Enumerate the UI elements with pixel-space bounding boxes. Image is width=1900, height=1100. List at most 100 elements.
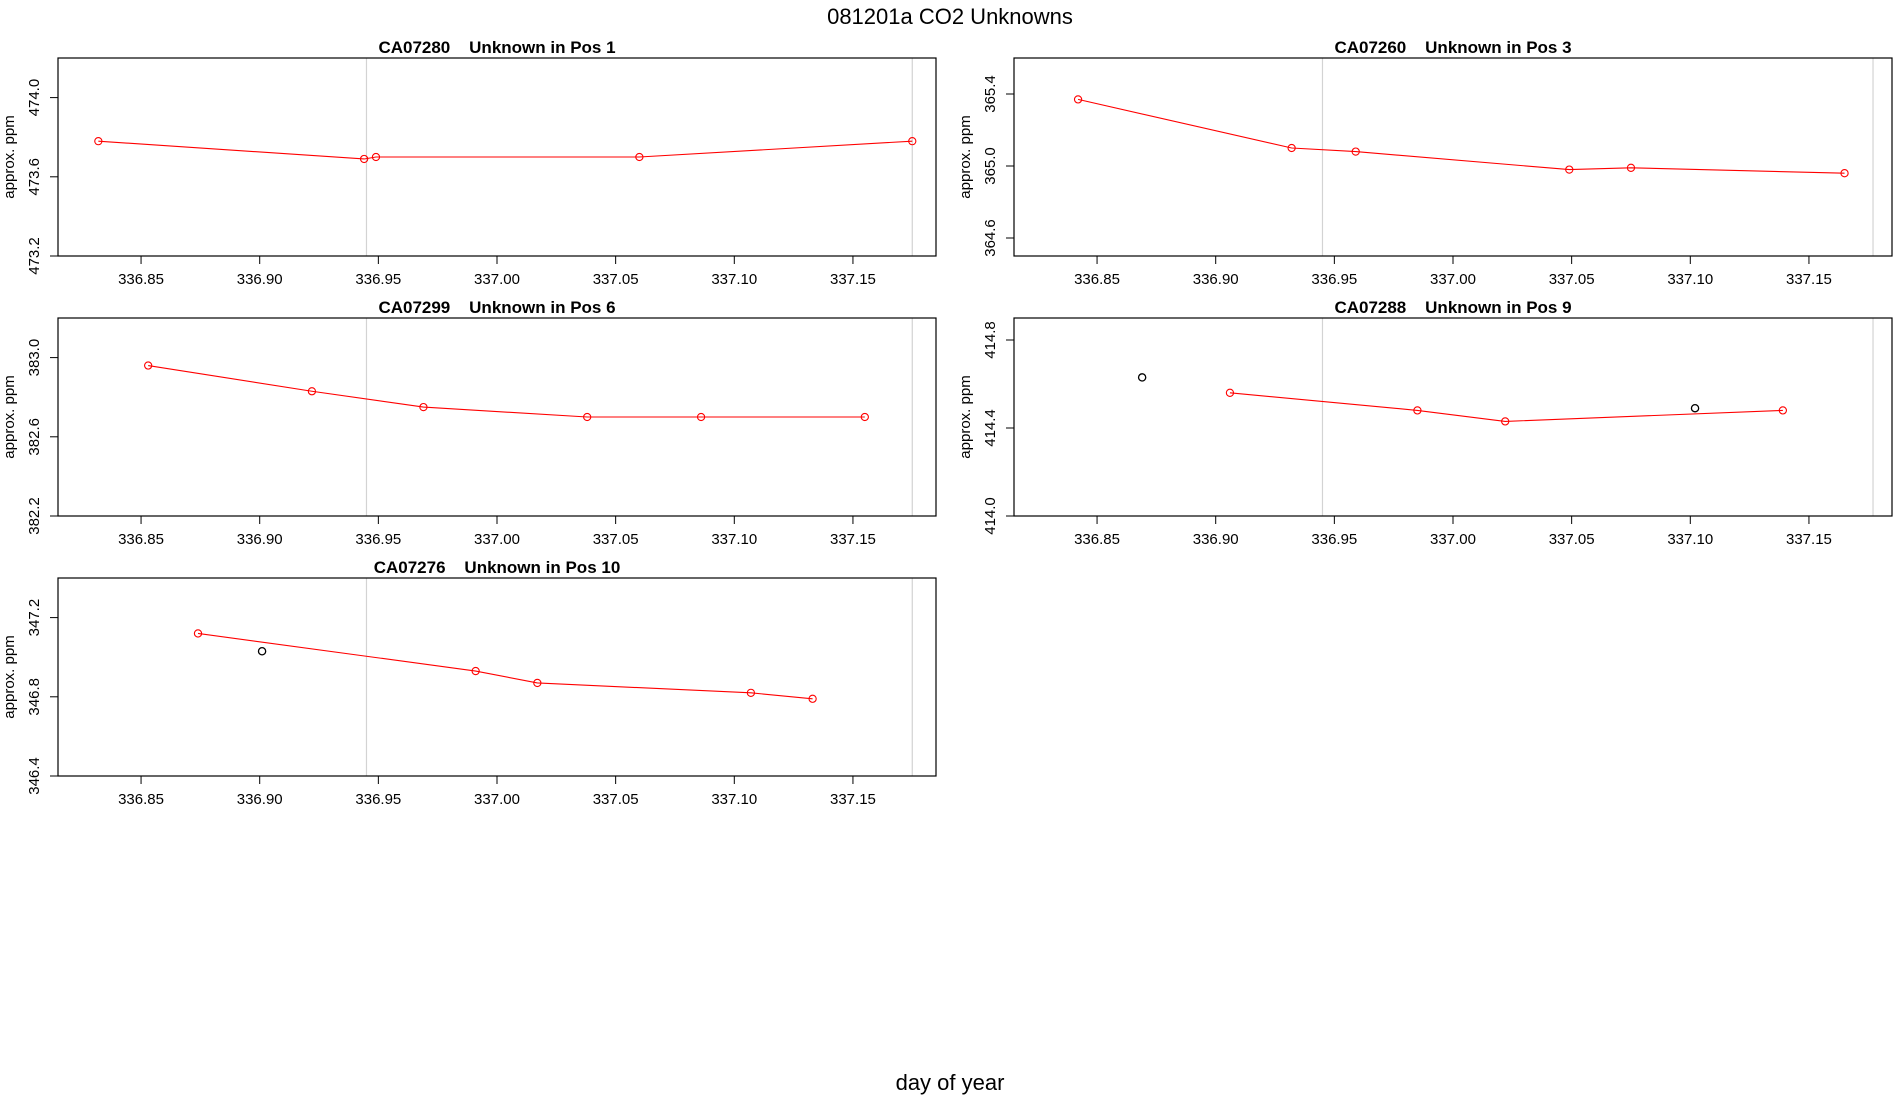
x-tick-label: 336.85: [1074, 271, 1120, 288]
page-title: 081201a CO2 Unknowns: [827, 4, 1073, 29]
series-line: [197, 632, 813, 700]
x-tick-label: 336.90: [237, 791, 283, 808]
chart-title: CA07276 Unknown in Pos 10: [374, 558, 621, 577]
data-point: [1073, 95, 1083, 104]
chart-panel-2: CA07260 Unknown in Pos 3 approx. ppm 336.8…: [957, 38, 1893, 288]
x-tick-label: 337.15: [1786, 271, 1832, 288]
y-axis-label: approx. ppm: [1, 375, 18, 458]
chart-title: CA07288 Unknown in Pos 9: [1334, 298, 1571, 317]
x-tick-label: 336.95: [355, 271, 401, 288]
data-point: [533, 678, 542, 688]
chart-panel-5: CA07276 Unknown in Pos 10 approx. ppm 336.…: [1, 558, 937, 808]
x-tick-label: 337.10: [711, 271, 757, 288]
x-axis-label: day of year: [895, 1070, 1005, 1095]
data-point: [696, 412, 706, 422]
x-tick-label: 336.90: [237, 531, 283, 548]
y-axis-label: approx. ppm: [1, 115, 18, 198]
x-tick-label: 336.85: [118, 791, 164, 808]
x-tick-label: 337.15: [1786, 531, 1832, 548]
data-point: [1287, 143, 1296, 153]
y-tick-label: 473.2: [26, 237, 43, 275]
x-tick-label: 336.85: [118, 531, 164, 548]
chart-panel-1: CA07280 Unknown in Pos 1 approx. ppm 336.8…: [1, 38, 937, 288]
series-line: [148, 364, 865, 418]
data-point: [808, 694, 817, 703]
data-point: [307, 387, 317, 396]
data-point: [371, 152, 381, 162]
y-axis-label: approx. ppm: [1, 635, 18, 718]
data-point: [94, 137, 103, 146]
series-line: [98, 140, 913, 160]
x-tick-label: 337.15: [830, 271, 876, 288]
x-tick-label: 337.00: [474, 531, 520, 548]
x-tick-label: 336.95: [355, 531, 401, 548]
y-axis-label: approx. ppm: [957, 115, 974, 198]
x-tick-label: 337.10: [1667, 531, 1713, 548]
x-tick-label: 337.00: [474, 271, 520, 288]
x-tick-label: 336.90: [1193, 271, 1239, 288]
data-point: [1413, 406, 1422, 415]
data-point: [359, 154, 369, 164]
data-point: [1626, 163, 1636, 172]
y-tick-label: 414.0: [982, 497, 999, 535]
data-point: [471, 666, 480, 676]
y-tick-label: 414.8: [982, 321, 999, 359]
series-line: [1077, 98, 1845, 174]
chart-panel-3: CA07299 Unknown in Pos 6 approx. ppm 336.8…: [1, 298, 937, 548]
data-point: [1840, 169, 1849, 178]
y-tick-label: 346.4: [26, 757, 43, 795]
chart-title: CA07260 Unknown in Pos 3: [1334, 38, 1571, 57]
data-point: [908, 137, 917, 146]
data-point: [635, 152, 644, 162]
plot-frame: [1013, 317, 1893, 517]
flagged-data-point: [257, 647, 267, 656]
data-point: [860, 412, 869, 422]
y-tick-label: 346.8: [26, 678, 43, 716]
series-line: [1229, 392, 1783, 422]
x-tick-label: 337.10: [1667, 271, 1713, 288]
chart-title: CA07299 Unknown in Pos 6: [378, 298, 615, 317]
y-tick-label: 347.2: [26, 599, 43, 637]
x-tick-label: 336.95: [355, 791, 401, 808]
y-tick-label: 382.2: [26, 497, 43, 535]
x-tick-label: 336.85: [1074, 531, 1120, 548]
data-point: [583, 412, 592, 422]
x-tick-label: 337.10: [711, 531, 757, 548]
data-point: [144, 361, 153, 370]
y-tick-label: 382.6: [26, 418, 43, 456]
chart-title: CA07280 Unknown in Pos 1: [378, 38, 615, 57]
chart-panel-4: CA07288 Unknown in Pos 9 approx. ppm 336.8…: [957, 298, 1893, 548]
y-tick-label: 365.4: [982, 75, 999, 113]
x-tick-label: 337.00: [1430, 271, 1476, 288]
x-tick-label: 337.05: [1549, 271, 1595, 288]
x-tick-label: 336.95: [1311, 531, 1357, 548]
y-tick-label: 365.0: [982, 147, 999, 185]
y-tick-label: 414.4: [982, 409, 999, 447]
data-point: [419, 402, 428, 412]
data-point: [193, 629, 203, 638]
plot-frame: [1013, 57, 1893, 257]
data-point: [1778, 406, 1787, 415]
x-tick-label: 336.90: [237, 271, 283, 288]
data-point: [1501, 417, 1510, 426]
x-tick-label: 336.90: [1193, 531, 1239, 548]
x-tick-label: 337.00: [474, 791, 520, 808]
x-tick-label: 336.95: [1311, 271, 1357, 288]
x-tick-label: 336.85: [118, 271, 164, 288]
data-point: [746, 688, 756, 697]
data-point: [1225, 388, 1235, 397]
y-tick-label: 473.6: [26, 158, 43, 196]
x-tick-label: 337.00: [1430, 531, 1476, 548]
y-tick-label: 364.6: [982, 219, 999, 257]
flagged-data-point: [1690, 403, 1700, 413]
plot-frame: [57, 577, 937, 777]
y-axis-label: approx. ppm: [957, 375, 974, 458]
x-tick-label: 337.15: [830, 791, 876, 808]
x-tick-label: 337.05: [593, 531, 639, 548]
y-tick-label: 474.0: [26, 79, 43, 117]
data-point: [1351, 147, 1360, 156]
y-tick-label: 383.0: [26, 339, 43, 377]
x-tick-label: 337.05: [593, 791, 639, 808]
x-tick-label: 337.05: [593, 271, 639, 288]
